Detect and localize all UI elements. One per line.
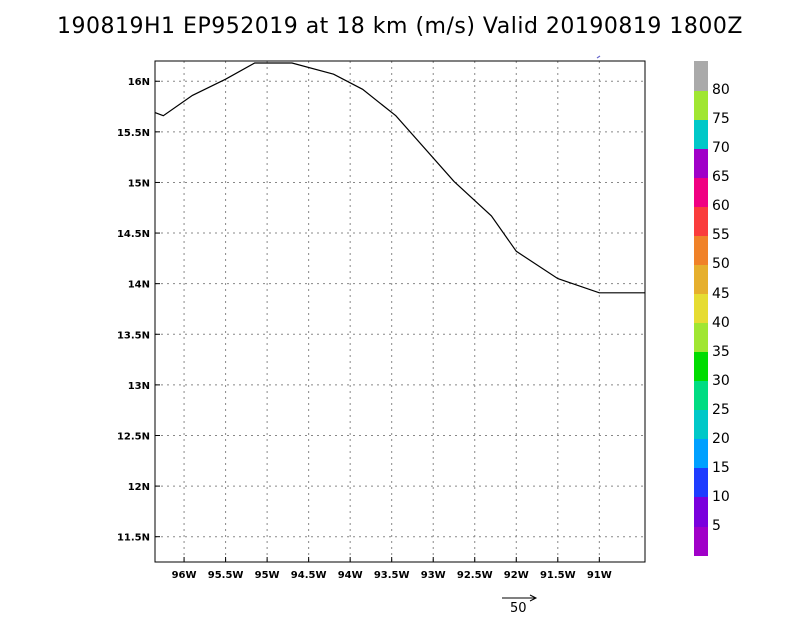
lat-tick-label: 12.5N (117, 431, 150, 442)
colorbar-swatch (694, 409, 708, 440)
lon-tick-label: 91W (587, 570, 612, 581)
colorbar-label: 15 (712, 459, 730, 476)
colorbar-swatch (694, 525, 708, 556)
lat-tick-label: 15.5N (117, 128, 150, 139)
lat-tick-label: 13.5N (117, 330, 150, 341)
lat-tick-label: 15N (128, 178, 150, 189)
colorbar-label: 10 (712, 488, 730, 505)
colorbar-label: 70 (712, 140, 730, 157)
colorbar-swatch (694, 119, 708, 149)
colorbar-label: 5 (712, 517, 721, 534)
lon-tick-label: 93W (421, 570, 446, 581)
lon-tick-label: 95W (255, 570, 280, 581)
lat-tick-label: 16N (128, 77, 150, 88)
lat-tick-label: 14.5N (117, 229, 150, 240)
lon-tick-label: 93.5W (374, 570, 410, 581)
colorbar-label: 35 (712, 343, 730, 360)
map-frame (154, 60, 646, 563)
lon-tick-label: 92.5W (457, 570, 493, 581)
lat-tick-labels: 11.5N 12N 12.5N 13N 13.5N 14N 14.5N 15N 15.5N 16N (117, 77, 150, 543)
colorbar-swatch (694, 293, 708, 324)
colorbar-label: 20 (712, 430, 730, 447)
colorbar-label: 45 (712, 285, 730, 302)
lat-tick-label: 14N (128, 280, 150, 291)
colorbar-label: 30 (712, 372, 730, 389)
colorbar-swatch (694, 90, 708, 120)
colorbar-label: 40 (712, 314, 730, 331)
colorbar-swatch (694, 61, 708, 91)
lon-tick-label: 94W (338, 570, 363, 581)
colorbar-swatch (694, 322, 708, 353)
colorbar-swatch (694, 467, 708, 498)
colorbar-swatch (694, 438, 708, 469)
lat-tick-label: 11.5N (117, 533, 150, 544)
colorbar-label: 25 (712, 401, 730, 418)
colorbar-swatch (694, 496, 708, 527)
colorbar-swatch (694, 177, 708, 207)
colorbar-label: 65 (712, 169, 730, 186)
reference-vector-arrow (502, 594, 538, 602)
lon-tick-label: 95.5W (208, 570, 244, 581)
lon-tick-label: 96W (172, 570, 197, 581)
reference-vector-label: 50 (510, 601, 527, 616)
colorbar-label: 55 (712, 227, 730, 244)
colorbar-label: 75 (712, 111, 730, 128)
lat-tick-label: 13N (128, 381, 150, 392)
lon-tick-label: 91.5W (540, 570, 576, 581)
lon-tick-label: 94.5W (291, 570, 327, 581)
grid-lines (155, 61, 645, 562)
colorbar-swatch (694, 264, 708, 295)
colorbar-label: 60 (712, 198, 730, 215)
colorbar-label: 80 (712, 82, 730, 99)
plot-title: 190819H1 EP952019 at 18 km (m/s) Valid 2… (57, 14, 743, 39)
lat-tick-label: 12N (128, 482, 150, 493)
colorbar-swatch (694, 235, 708, 266)
colorbar-label: 50 (712, 256, 730, 273)
colorbar-swatch (694, 206, 708, 236)
lon-tick-labels: 96W 95.5W 95W 94.5W 94W 93.5W 93W 92.5W 92W 91.5W… (172, 570, 612, 581)
colorbar-swatch (694, 148, 708, 178)
colorbar-swatch (694, 351, 708, 382)
lon-tick-label: 92W (504, 570, 529, 581)
coastline (154, 62, 645, 294)
coastline-layer (154, 62, 645, 294)
storm-marker (596, 55, 601, 59)
colorbar-swatch (694, 380, 708, 411)
